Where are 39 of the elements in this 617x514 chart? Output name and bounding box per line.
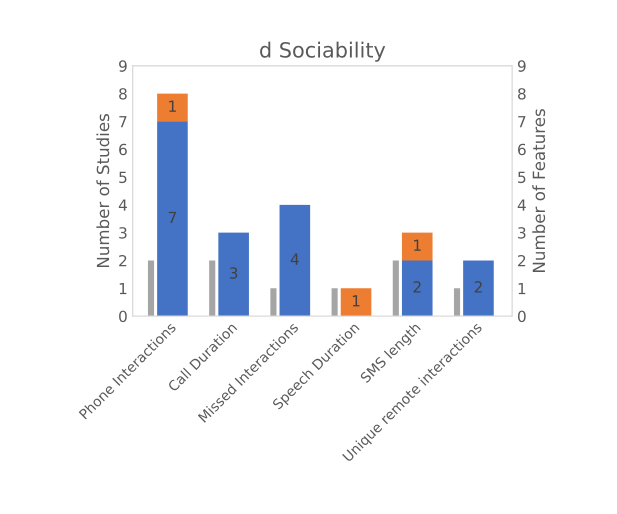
- bar: [340, 288, 372, 316]
- bar: [402, 260, 433, 316]
- bar: [402, 232, 433, 260]
- data-label: 2: [474, 281, 482, 293]
- y2-tick-label: 8: [518, 88, 526, 100]
- data-label: 1: [169, 100, 176, 112]
- y-tick-label: 7: [119, 116, 126, 128]
- bar: [463, 260, 494, 316]
- bar: [157, 121, 188, 316]
- y-tick-label: 0: [119, 310, 127, 322]
- y2-tick-label: 6: [518, 144, 526, 156]
- y2-tick-label: 9: [518, 60, 526, 72]
- y2-tick-label: 0: [518, 310, 526, 322]
- bar: [280, 204, 310, 316]
- y-tick-label: 4: [118, 200, 127, 211]
- data-label: 1: [414, 240, 421, 251]
- chart-title: d Sociability: [260, 42, 386, 62]
- y2-tick-label: 5: [518, 172, 526, 184]
- y2-tick-label: 2: [518, 254, 526, 266]
- bar: [157, 94, 188, 122]
- data-label: 3: [230, 267, 238, 279]
- y-tick-label: 3: [119, 227, 127, 239]
- data-label: 2: [414, 281, 421, 293]
- y2-tick-label: 7: [518, 116, 526, 128]
- bar: [218, 232, 249, 316]
- y-tick-label: 5: [119, 172, 126, 184]
- y-axis-title: Number of Studies: [96, 114, 110, 268]
- y-tick-label: 9: [119, 60, 127, 72]
- data-label: 1: [352, 295, 360, 306]
- data-label: 4: [290, 254, 299, 265]
- y2-tick-label: 1: [518, 282, 526, 294]
- y2-axis-title: Number of Features: [532, 109, 546, 272]
- y-tick-label: 6: [119, 144, 127, 156]
- y-tick-label: 1: [120, 282, 126, 294]
- y2-tick-label: 3: [518, 227, 526, 239]
- y-tick-label: 8: [119, 88, 127, 100]
- y2-tick-label: 4: [518, 200, 526, 211]
- y-tick-label: 2: [119, 254, 126, 266]
- data-label: 7: [168, 212, 176, 223]
